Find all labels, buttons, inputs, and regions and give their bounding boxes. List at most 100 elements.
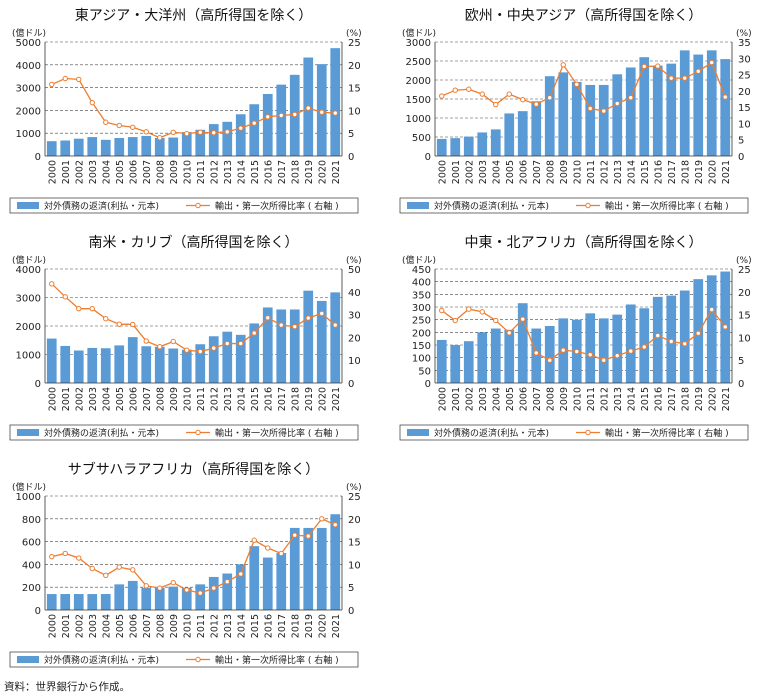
- right-tick-label: 15: [738, 311, 751, 322]
- ratio-point-2000: [49, 281, 55, 287]
- year-label: 2020: [317, 387, 328, 411]
- bar-2015: [249, 323, 260, 383]
- ratio-line: [51, 283, 336, 353]
- left-tick-label: 2000: [16, 106, 41, 117]
- bar-2005: [114, 345, 125, 383]
- bar-2007: [141, 346, 152, 383]
- ratio-point-2017: [278, 322, 284, 328]
- year-label: 2018: [290, 614, 301, 638]
- chart-svg: 欧州・中央アジア（高所得国を除く）(億ドル) (%)050010001500200…: [399, 7, 752, 214]
- legend-box: [399, 197, 749, 214]
- ratio-point-2018: [682, 75, 688, 81]
- year-label: 2020: [707, 160, 718, 184]
- left-axis-unit: (億ドル): [12, 254, 46, 266]
- ratio-point-2004: [493, 317, 499, 324]
- year-label: 2009: [559, 160, 570, 184]
- ratio-point-2009: [560, 347, 566, 353]
- year-label: 2009: [169, 614, 180, 638]
- bar-2012: [208, 336, 219, 383]
- ratio-point-2004: [493, 101, 499, 108]
- left-tick-label: 1000: [16, 492, 41, 503]
- chart-title: 東アジア・大洋州（高所得国を除く）: [75, 7, 312, 24]
- bar-2011: [585, 313, 596, 383]
- legend-bar-label: 対外債務の返済(利払・元本): [434, 200, 549, 212]
- ratio-point-2004: [103, 572, 109, 579]
- year-label: 2005: [115, 387, 126, 411]
- ratio-point-2016: [265, 114, 271, 120]
- source-note: 資料：世界銀行から作成。: [4, 681, 130, 693]
- year-label: 2017: [277, 614, 288, 638]
- bar-2014: [235, 114, 246, 156]
- ratio-point-2012: [601, 108, 607, 114]
- year-label: 2020: [317, 160, 328, 184]
- chart-title: サブサハラアフリカ（高所得国を除く）: [68, 461, 319, 478]
- ratio-point-2017: [668, 338, 674, 345]
- bar-2002: [73, 350, 84, 383]
- year-label: 2008: [545, 160, 556, 184]
- bar-2000: [46, 141, 57, 156]
- ratio-point-2005: [506, 330, 512, 336]
- ratio-point-2005: [116, 122, 122, 129]
- right-tick-label: 10: [348, 106, 361, 117]
- ratio-point-2016: [265, 315, 271, 321]
- left-tick-label: 2000: [406, 76, 431, 87]
- legend-bar-swatch: [17, 202, 39, 209]
- bar-2009: [168, 137, 179, 156]
- year-label: 2013: [223, 387, 234, 411]
- bar-2016: [652, 296, 663, 383]
- ratio-point-2001: [62, 550, 68, 557]
- left-tick-label: 4000: [16, 61, 41, 72]
- ratio-point-2019: [305, 105, 311, 111]
- year-label: 2013: [223, 160, 234, 184]
- year-label: 2007: [532, 387, 543, 411]
- bar-2003: [87, 347, 98, 383]
- bar-2020: [316, 527, 327, 610]
- bar-2012: [598, 318, 609, 383]
- bar-2012: [208, 576, 219, 610]
- ratio-line: [51, 77, 336, 139]
- left-axis-unit: (億ドル): [402, 254, 436, 266]
- chart-svg: サブサハラアフリカ（高所得国を除く）(億ドル) (%)02004006008001…: [9, 461, 362, 668]
- year-label: 2012: [209, 387, 220, 411]
- left-tick-label: 5000: [16, 38, 41, 49]
- year-label: 2010: [182, 614, 193, 638]
- left-tick-label: 450: [412, 265, 431, 276]
- ratio-point-2000: [439, 93, 445, 99]
- bar-2021: [330, 292, 341, 383]
- ratio-point-2013: [224, 129, 230, 135]
- bar-2011: [195, 344, 206, 383]
- legend-line-label: 輸出・第一次所得比率 ( 右軸 ): [215, 200, 339, 212]
- ratio-point-2007: [143, 583, 149, 589]
- bar-2010: [181, 132, 192, 156]
- ratio-point-2019: [695, 68, 701, 75]
- right-tick-label: 5: [348, 129, 354, 140]
- ratio-point-2019: [695, 330, 701, 336]
- left-tick-label: 300: [412, 303, 431, 314]
- year-label: 2002: [464, 387, 475, 411]
- year-label: 2008: [545, 387, 556, 411]
- ratio-point-2006: [130, 124, 136, 130]
- right-tick-label: 50: [348, 265, 361, 276]
- bar-2001: [60, 594, 71, 610]
- right-tick-label: 30: [738, 54, 751, 65]
- bar-2003: [87, 594, 98, 610]
- ratio-point-2019: [305, 533, 311, 539]
- right-tick-label: 25: [348, 38, 361, 49]
- ratio-point-2003: [479, 91, 485, 97]
- ratio-point-2020: [709, 306, 715, 313]
- left-tick-label: 3000: [406, 38, 431, 49]
- ratio-point-2011: [197, 590, 203, 596]
- bar-2003: [477, 332, 488, 383]
- ratio-point-2008: [547, 357, 553, 363]
- left-axis-unit: (億ドル): [402, 27, 436, 39]
- right-tick-label: 0: [738, 152, 744, 163]
- legend-bar-swatch: [17, 656, 39, 663]
- year-label: 2011: [586, 160, 597, 184]
- bar-2005: [114, 137, 125, 156]
- ratio-point-2014: [628, 348, 634, 354]
- year-label: 2021: [721, 387, 732, 411]
- chart-svg: 東アジア・大洋州（高所得国を除く） (億ドル) (%) 0 1000 2000 3000 40…: [9, 7, 362, 214]
- left-tick-label: 50: [418, 366, 431, 377]
- year-label: 2002: [74, 387, 85, 411]
- year-label: 2019: [694, 160, 705, 184]
